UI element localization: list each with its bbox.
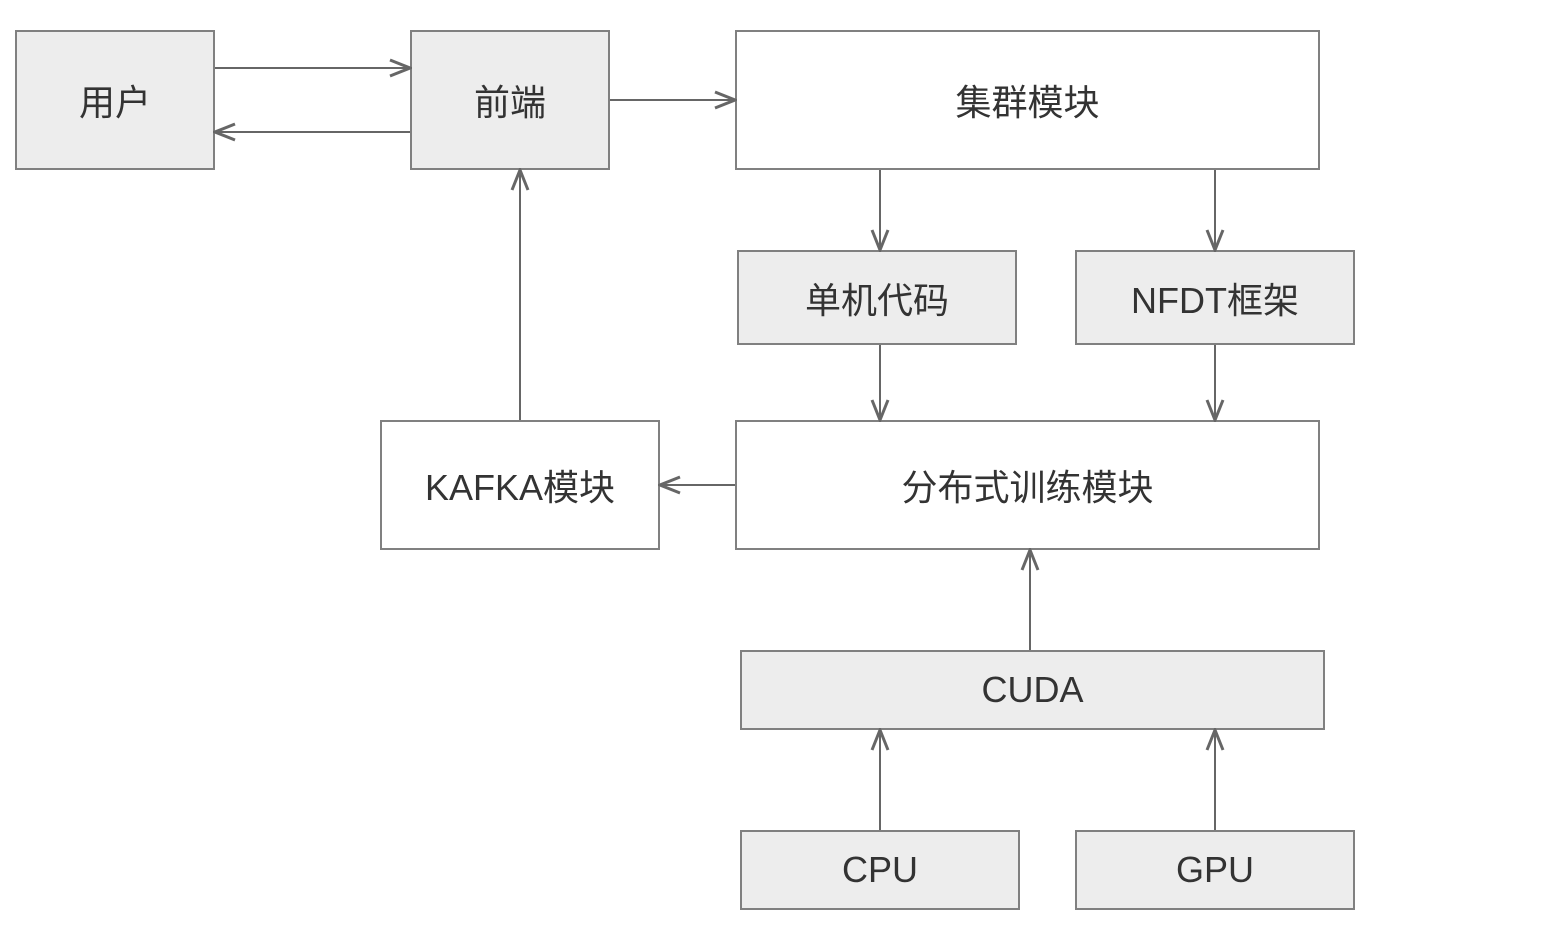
node-singlecode-label: 单机代码 — [805, 272, 949, 324]
node-cpu-label: CPU — [842, 849, 918, 891]
node-cpu: CPU — [740, 830, 1020, 910]
node-kafka: KAFKA模块 — [380, 420, 660, 550]
node-cluster-label: 集群模块 — [955, 74, 1099, 126]
node-cuda-label: CUDA — [981, 669, 1083, 711]
node-disttrain-label: 分布式训练模块 — [901, 459, 1153, 511]
node-frontend-label: 前端 — [474, 74, 546, 126]
node-user-label: 用户 — [79, 74, 151, 126]
node-gpu-label: GPU — [1176, 849, 1254, 891]
node-gpu: GPU — [1075, 830, 1355, 910]
node-nfdt-label: NFDT框架 — [1131, 272, 1299, 324]
node-cluster: 集群模块 — [735, 30, 1320, 170]
node-cuda: CUDA — [740, 650, 1325, 730]
node-kafka-label: KAFKA模块 — [425, 459, 615, 511]
node-disttrain: 分布式训练模块 — [735, 420, 1320, 550]
node-user: 用户 — [15, 30, 215, 170]
node-frontend: 前端 — [410, 30, 610, 170]
node-nfdt: NFDT框架 — [1075, 250, 1355, 345]
node-singlecode: 单机代码 — [737, 250, 1017, 345]
